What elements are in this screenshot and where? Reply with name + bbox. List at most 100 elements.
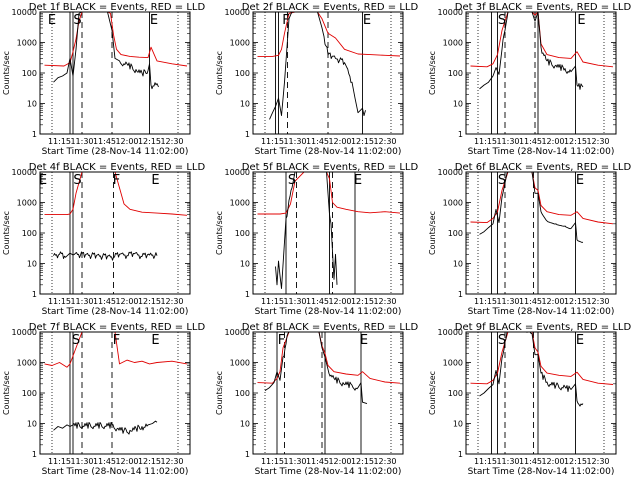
- y-tick-label: 10000: [225, 328, 250, 337]
- y-tick-label: 100: [22, 229, 37, 238]
- subplot-det-3: Det 3f BLACK = Events, RED = LLD Counts/s…: [428, 2, 631, 157]
- y-tick-label: 1: [245, 450, 250, 459]
- y-tick-label: 10000: [438, 8, 463, 17]
- plot-area: [257, 12, 401, 134]
- plot-area: [44, 332, 188, 454]
- plot-frame: [465, 11, 617, 135]
- x-tick-label: 11:15: [48, 457, 71, 466]
- plot-frame: [39, 331, 191, 455]
- y-tick-label: 100: [22, 389, 37, 398]
- subplot-title: Det 6f BLACK = Events, RED = LLD: [455, 162, 632, 173]
- interval-marker-label: E: [577, 13, 585, 28]
- events-series-line: [269, 12, 366, 120]
- x-tick-label: 12:30: [373, 297, 396, 306]
- y-tick-label: 10: [453, 260, 463, 269]
- interval-marker-label: F: [113, 333, 120, 348]
- events-series-line: [53, 12, 159, 90]
- x-tick-label: 12:30: [160, 457, 183, 466]
- x-tick-label: 12:00: [115, 457, 138, 466]
- subplot-det-5: Det 5f BLACK = Events, RED = LLD Counts/s…: [215, 162, 418, 317]
- y-tick-label: 10000: [12, 8, 37, 17]
- x-tick-label: 11:45: [306, 297, 329, 306]
- interval-marker-label: S: [498, 333, 506, 348]
- plot-area: [257, 172, 401, 294]
- y-tick-label: 1000: [17, 359, 37, 368]
- x-tick-label: 11:45: [519, 137, 542, 146]
- y-tick-label: 100: [235, 69, 250, 78]
- subplot-det-2: Det 2f BLACK = Events, RED = LLD Counts/s…: [215, 2, 418, 157]
- y-axis-label: Counts/sec: [2, 51, 11, 95]
- x-axis-label: Start Time (28-Nov-14 11:02:00): [42, 467, 189, 477]
- subplot-title: Det 1f BLACK = Events, RED = LLD: [29, 2, 206, 13]
- x-tick-label: 12:15: [138, 137, 161, 146]
- y-tick-label: 10000: [12, 328, 37, 337]
- plot-frame: [252, 171, 404, 295]
- x-tick-label: 11:45: [93, 137, 116, 146]
- y-tick-label: 1000: [230, 39, 250, 48]
- x-tick-label: 11:45: [306, 137, 329, 146]
- subplot-det-9: Det 9f BLACK = Events, RED = LLD Counts/s…: [428, 322, 631, 477]
- subplot-title: Det 5f BLACK = Events, RED = LLD: [242, 162, 419, 173]
- lld-series-line: [257, 12, 401, 57]
- y-tick-label: 10000: [225, 168, 250, 177]
- x-tick-label: 11:45: [519, 457, 542, 466]
- x-tick-label: 12:30: [160, 137, 183, 146]
- x-tick-label: 11:15: [474, 297, 497, 306]
- x-tick-label: 11:30: [283, 297, 306, 306]
- x-tick-label: 12:00: [115, 137, 138, 146]
- x-tick-label: 11:15: [261, 297, 284, 306]
- y-axis-label: Counts/sec: [215, 371, 224, 415]
- x-tick-label: 12:00: [541, 137, 564, 146]
- y-tick-label: 100: [235, 389, 250, 398]
- x-axis-label: Start Time (28-Nov-14 11:02:00): [468, 467, 615, 477]
- events-series-line: [53, 420, 158, 435]
- interval-marker-label: E: [39, 173, 47, 188]
- interval-marker-label: S: [498, 173, 506, 188]
- interval-marker-label: E: [150, 13, 158, 28]
- x-tick-label: 11:15: [48, 137, 71, 146]
- interval-marker-label: E: [48, 13, 56, 28]
- subplot-det-6: Det 6f BLACK = Events, RED = LLD Counts/s…: [428, 162, 631, 317]
- y-tick-label: 1: [458, 450, 463, 459]
- plot-frame: [39, 171, 191, 295]
- lld-series-line: [470, 12, 614, 68]
- y-tick-label: 1000: [443, 359, 463, 368]
- lld-series-line: [44, 172, 188, 216]
- y-tick-label: 1000: [443, 39, 463, 48]
- plot-area: [44, 12, 188, 134]
- x-tick-label: 12:30: [373, 457, 396, 466]
- y-tick-label: 1: [32, 130, 37, 139]
- interval-marker-label: S: [73, 13, 81, 28]
- events-series-line: [275, 172, 338, 290]
- y-tick-label: 1: [458, 130, 463, 139]
- subplot-det-8: Det 8f BLACK = Events, RED = LLD Counts/s…: [215, 322, 418, 477]
- x-tick-label: 11:15: [474, 137, 497, 146]
- subplot-det-1: Det 1f BLACK = Events, RED = LLD Counts/s…: [2, 2, 205, 157]
- y-axis-label: Counts/sec: [428, 211, 437, 255]
- x-tick-label: 12:00: [541, 457, 564, 466]
- x-tick-label: 12:30: [160, 297, 183, 306]
- x-tick-label: 11:30: [70, 457, 93, 466]
- subplot-det-7: Det 7f BLACK = Events, RED = LLD Counts/s…: [2, 322, 205, 477]
- events-series-line: [479, 332, 584, 407]
- subplot-det-4: Det 4f BLACK = Events, RED = LLD Counts/s…: [2, 162, 205, 317]
- interval-marker-label: E: [151, 173, 159, 188]
- y-tick-label: 1: [245, 290, 250, 299]
- y-tick-label: 100: [448, 389, 463, 398]
- x-tick-label: 12:00: [328, 137, 351, 146]
- x-tick-label: 12:15: [351, 457, 374, 466]
- x-tick-label: 12:00: [115, 297, 138, 306]
- x-tick-label: 11:15: [261, 137, 284, 146]
- x-tick-label: 12:30: [586, 137, 609, 146]
- plot-frame: [465, 171, 617, 295]
- events-series-line: [264, 332, 368, 405]
- y-tick-label: 1000: [443, 199, 463, 208]
- y-axis-label: Counts/sec: [2, 371, 11, 415]
- x-tick-label: 12:15: [138, 457, 161, 466]
- plot-frame: [465, 331, 617, 455]
- x-tick-label: 12:15: [351, 297, 374, 306]
- interval-marker-label: F: [282, 13, 289, 28]
- x-tick-label: 12:15: [564, 457, 587, 466]
- interval-marker-label: E: [151, 333, 159, 348]
